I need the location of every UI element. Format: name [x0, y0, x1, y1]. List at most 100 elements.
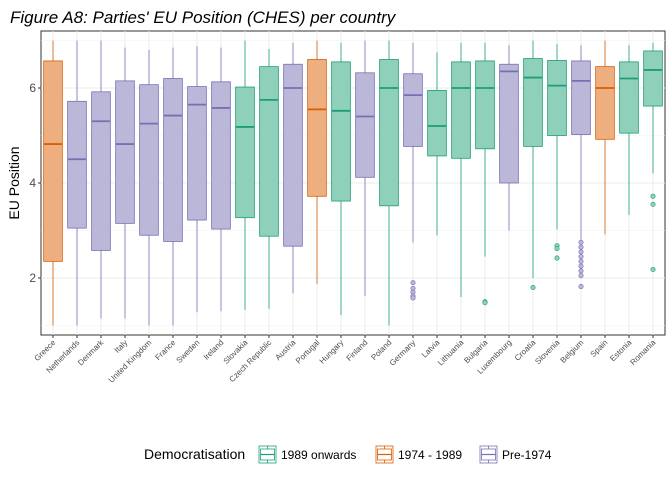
legend-label: 1989 onwards: [281, 448, 356, 462]
x-tick-label: Latvia: [420, 338, 442, 360]
chart-title: Figure A8: Parties' EU Position (CHES) p…: [10, 8, 397, 27]
x-tick-label: Romania: [628, 338, 657, 367]
box-bulgaria: [475, 42, 495, 306]
legend-key-3: [479, 445, 498, 464]
y-tick-label: 4: [29, 176, 36, 190]
outlier-point: [578, 273, 584, 279]
y-tick-label: 6: [29, 81, 36, 95]
outlier-point: [578, 244, 584, 250]
box-iqr: [451, 61, 471, 159]
box-iqr: [427, 89, 447, 157]
box-ireland: [211, 47, 231, 312]
box-belgium: [571, 45, 591, 290]
y-axis-title: EU Position: [6, 146, 22, 219]
box-iqr: [43, 60, 63, 262]
box-netherlands: [67, 40, 87, 326]
box-croatia: [523, 40, 543, 290]
box-poland: [379, 40, 399, 326]
outlier-point: [578, 263, 584, 269]
box-slovakia: [235, 40, 255, 310]
box-hungary: [331, 42, 351, 316]
outlier-point: [578, 258, 584, 264]
box-spain: [595, 40, 615, 235]
x-tick-label: Denmark: [76, 337, 106, 367]
x-tick-label: Belgium: [559, 338, 586, 365]
box-iqr: [379, 59, 399, 207]
legend-title: Democratisation: [144, 446, 245, 462]
x-tick-label: Portugal: [294, 338, 322, 366]
box-iqr: [331, 61, 351, 202]
box-luxembourg: [499, 45, 519, 231]
outlier-point: [410, 295, 416, 301]
box-greece: [43, 40, 63, 326]
outlier-point: [578, 254, 584, 260]
outlier-point: [578, 268, 584, 274]
x-tick-label: Slovenia: [533, 338, 561, 366]
legend-label: 1974 - 1989: [398, 448, 462, 462]
box-lithuania: [451, 42, 471, 297]
box-czech-republic: [259, 49, 279, 309]
x-tick-label: Sweden: [175, 338, 202, 365]
legend: Democratisation 1989 onwards 1974 - 1989 Pr…: [144, 445, 552, 464]
outlier-point: [554, 255, 560, 261]
outlier-point: [554, 246, 560, 252]
outlier-point: [578, 284, 584, 290]
box-romania: [643, 42, 663, 272]
x-tick-label: Germany: [388, 338, 418, 368]
box-iqr: [547, 60, 567, 136]
outlier-point: [410, 280, 416, 286]
box-iqr: [91, 91, 111, 251]
box-united-kingdom: [139, 50, 159, 326]
box-iqr: [115, 80, 135, 224]
box-iqr: [259, 66, 279, 237]
box-iqr: [211, 81, 231, 230]
box-iqr: [595, 66, 615, 140]
box-iqr: [283, 63, 303, 247]
box-france: [163, 47, 183, 326]
outlier-point: [578, 249, 584, 255]
box-latvia: [427, 52, 447, 236]
box-iqr: [403, 73, 423, 147]
outlier-point: [578, 239, 584, 245]
outlier-point: [530, 284, 536, 290]
legend-key-1: [258, 445, 277, 464]
x-tick-label: Spain: [589, 338, 610, 359]
box-iqr: [523, 58, 543, 147]
x-tick-label: Finland: [344, 338, 369, 363]
box-iqr: [187, 86, 207, 221]
box-iqr: [67, 100, 87, 229]
box-portugal: [307, 40, 327, 284]
y-tick-label: 2: [29, 271, 36, 285]
x-tick-label: Lithuania: [436, 338, 466, 368]
legend-label: Pre-1974: [502, 448, 552, 462]
box-iqr: [139, 84, 159, 236]
box-slovenia: [547, 44, 567, 261]
y-axis: 2 4 6: [29, 81, 41, 285]
boxplots: [43, 40, 663, 326]
box-italy: [115, 47, 135, 319]
box-estonia: [619, 45, 639, 215]
x-tick-label: Hungary: [318, 338, 346, 366]
x-tick-label: United Kingdom: [107, 338, 154, 385]
outlier-point: [650, 193, 656, 199]
box-germany: [403, 42, 423, 301]
x-tick-label: Czech Republic: [227, 338, 273, 384]
box-iqr: [355, 72, 375, 178]
outlier-point: [482, 300, 488, 306]
box-austria: [283, 42, 303, 294]
x-tick-label: Italy: [113, 338, 130, 355]
box-iqr: [235, 86, 255, 219]
box-iqr: [475, 60, 495, 150]
box-iqr: [619, 61, 639, 134]
box-finland: [355, 40, 375, 297]
legend-key-2: [375, 445, 394, 464]
box-iqr: [643, 50, 663, 107]
box-iqr: [571, 60, 591, 135]
box-iqr: [307, 59, 327, 197]
outlier-point: [650, 201, 656, 207]
box-denmark: [91, 40, 111, 319]
outlier-point: [650, 266, 656, 272]
box-sweden: [187, 46, 207, 313]
